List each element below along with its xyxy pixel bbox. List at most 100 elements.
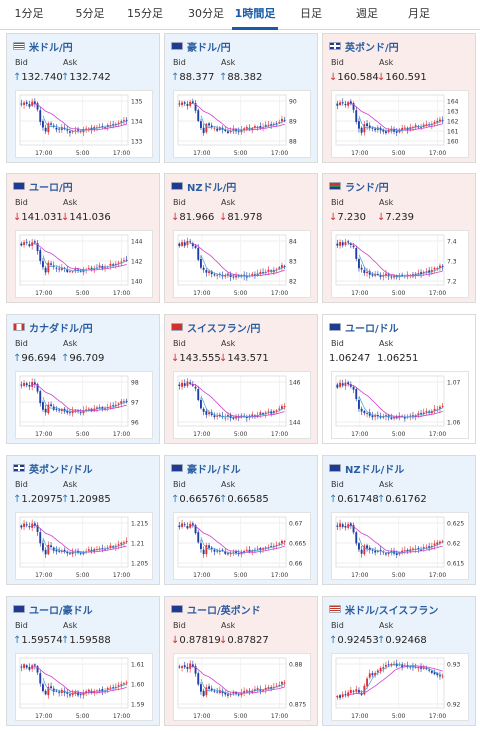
pair-name[interactable]: 米ドル/円	[29, 42, 73, 54]
tab-5[interactable]: 1時間足	[226, 0, 284, 30]
pair-name[interactable]: ユーロ/円	[29, 182, 73, 194]
tab-4[interactable]: 30分足	[188, 7, 224, 20]
candle-body	[52, 125, 55, 127]
candle-body	[374, 672, 377, 676]
price-chart[interactable]: 135 134 133 17:00 5:00 17:00	[15, 90, 153, 158]
currency-card[interactable]: カナダドル/円 Bid Ask ↑96.694 ↑96.709 98 97 96 17…	[6, 314, 160, 444]
candle-body	[283, 541, 286, 543]
tab-6[interactable]: 日足	[300, 7, 322, 20]
currency-card[interactable]: 英ポンド/ドル Bid Ask ↑1.20975 ↑1.20985 1.215 1…	[6, 455, 160, 585]
plot-frame	[335, 94, 445, 146]
currency-card[interactable]: 豪ドル/ドル Bid Ask ↑0.66576 ↑0.66585 0.67 0.6…	[164, 455, 318, 585]
candle-body	[58, 128, 61, 130]
candle-body	[50, 404, 52, 406]
y-tick-label: 0.66	[289, 561, 303, 568]
price-chart[interactable]: 164 163 162 161 160 17:00 5:00 17:00	[331, 90, 469, 158]
candle-body	[339, 242, 341, 246]
price-chart[interactable]: 0.67 0.665 0.66 17:00 5:00 17:00	[173, 512, 311, 580]
pair-name[interactable]: カナダドル/円	[29, 323, 93, 335]
candle-body	[90, 267, 93, 269]
candle-body	[270, 687, 273, 689]
candle-body	[393, 276, 395, 278]
pair-name[interactable]: ランド/円	[345, 182, 389, 194]
currency-card[interactable]: ユーロ/英ポンド Bid Ask ↓0.87819 ↓0.87827 0.88 0…	[164, 596, 318, 726]
za-flag-icon	[329, 182, 341, 190]
candle-body	[87, 268, 90, 269]
currency-card[interactable]: 英ポンド/円 Bid Ask ↓160.584 ↓160.591 164 163 1…	[322, 33, 476, 163]
pair-name[interactable]: ユーロ/豪ドル	[29, 605, 93, 617]
candle-body	[208, 271, 210, 274]
candle-body	[341, 102, 344, 104]
price-chart[interactable]: 84 83 82 17:00 5:00 17:00	[173, 230, 311, 298]
currency-card[interactable]: ユーロ/ドル Bid Ask 1.06247 1.06251 1.07 1.06 1…	[322, 314, 476, 444]
price-chart[interactable]: 0.88 0.875 17:00 5:00 17:00	[173, 653, 311, 721]
currency-card[interactable]: 米ドル/円 Bid Ask ↑132.740 ↑132.742 135 134 13…	[6, 33, 160, 163]
candle-body	[349, 101, 352, 104]
ask-label: Ask	[63, 480, 78, 489]
tab-3[interactable]: 15分足	[127, 7, 163, 20]
price-chart[interactable]: 1.61 1.60 1.59 17:00 5:00 17:00	[15, 653, 153, 721]
price-chart[interactable]: 7.4 7.3 7.2 17:00 5:00 17:00	[331, 230, 469, 298]
pair-name[interactable]: ユーロ/英ポンド	[187, 605, 261, 617]
candle-body	[36, 525, 39, 532]
currency-card[interactable]: NZドル/円 Bid Ask ↓81.966 ↓81.978 84 83 82 17:…	[164, 173, 318, 303]
y-tick-label: 164	[447, 99, 459, 106]
candle-body	[360, 127, 363, 133]
pair-name[interactable]: 英ポンド/円	[345, 42, 399, 54]
price-chart[interactable]: 1.215 1.21 1.205 17:00 5:00 17:00	[15, 512, 153, 580]
price-chart[interactable]: 0.93 0.92 17:00 5:00 17:00	[331, 653, 469, 721]
y-tick-label: 161	[447, 129, 459, 136]
pair-name[interactable]: 豪ドル/ドル	[187, 464, 241, 476]
candle-body	[339, 102, 341, 105]
candle-body	[256, 548, 259, 550]
tab-7[interactable]: 週足	[356, 7, 378, 20]
currency-card[interactable]: 豪ドル/円 Bid Ask ↑88.377 ↑88.382 90 89 88 17:0…	[164, 33, 318, 163]
y-tick-label: 1.59	[131, 702, 145, 709]
bid-label: Bid	[331, 339, 344, 348]
price-chart[interactable]: 146 144 17:00 5:00 17:00	[173, 371, 311, 439]
price-chart[interactable]: 98 97 96 17:00 5:00 17:00	[15, 371, 153, 439]
candle-body	[74, 410, 77, 412]
bid-value: ↓141.031	[13, 212, 63, 223]
pair-name[interactable]: 英ポンド/ドル	[29, 464, 93, 476]
pair-name[interactable]: NZドル/円	[187, 182, 237, 194]
currency-card[interactable]: スイスフラン/円 Bid Ask ↓143.555 ↓143.571 146 14…	[164, 314, 318, 444]
pair-name[interactable]: 豪ドル/円	[187, 42, 231, 54]
candle-body	[58, 409, 61, 411]
card-header: ランド/円	[329, 179, 389, 194]
candle-body	[278, 543, 281, 545]
candle-body	[205, 123, 208, 133]
currency-card[interactable]: ユーロ/豪ドル Bid Ask ↑1.59574 ↑1.59588 1.61 1.…	[6, 596, 160, 726]
pair-name[interactable]: 米ドル/スイスフラン	[345, 605, 439, 617]
tab-1[interactable]: 1分足	[14, 7, 44, 20]
candle-body	[82, 410, 85, 414]
candle-body	[344, 526, 347, 528]
pair-name[interactable]: スイスフラン/円	[187, 323, 261, 335]
down-arrow-icon: ↓	[219, 353, 228, 364]
currency-card[interactable]: NZドル/ドル Bid Ask ↑0.61748 ↑0.61762 0.625 0…	[322, 455, 476, 585]
candle-body	[382, 129, 385, 132]
candle-body	[85, 551, 88, 553]
y-tick-label: 7.3	[447, 259, 457, 266]
candle-body	[240, 129, 243, 133]
bid-value: ↑1.59574	[13, 635, 63, 646]
currency-card[interactable]: ランド/円 Bid Ask ↓7.230 ↓7.239 7.4 7.3 7.2 17:…	[322, 173, 476, 303]
candle-body	[355, 110, 358, 122]
tab-8[interactable]: 月足	[408, 7, 430, 20]
price-chart[interactable]: 90 89 88 17:00 5:00 17:00	[173, 90, 311, 158]
candle-body	[44, 549, 47, 555]
price-chart[interactable]: 1.07 1.06 17:00 5:00 17:00	[331, 371, 469, 439]
candle-body	[368, 412, 371, 416]
pair-name[interactable]: NZドル/ドル	[345, 464, 405, 476]
tab-2[interactable]: 5分足	[75, 7, 105, 20]
currency-card[interactable]: 米ドル/スイスフラン Bid Ask ↑0.92453 ↑0.92468 0.9…	[322, 596, 476, 726]
pair-name[interactable]: ユーロ/ドル	[345, 323, 399, 335]
price-chart[interactable]: 144 142 140 17:00 5:00 17:00	[15, 230, 153, 298]
candle-body	[235, 692, 237, 694]
currency-card[interactable]: ユーロ/円 Bid Ask ↓141.031 ↓141.036 144 142 14…	[6, 173, 160, 303]
candle-body	[33, 664, 36, 666]
price-chart[interactable]: 0.625 0.62 0.615 17:00 5:00 17:00	[331, 512, 469, 580]
eu-flag-icon	[329, 323, 341, 331]
ask-value: ↓143.571	[219, 353, 269, 364]
candle-body	[114, 263, 117, 266]
